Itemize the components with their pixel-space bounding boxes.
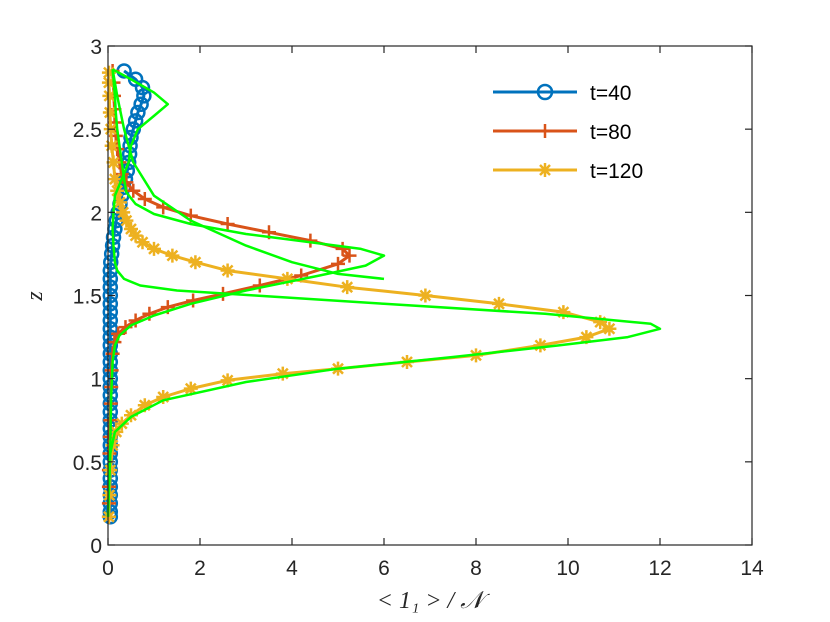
data-point xyxy=(102,271,119,287)
x-tick-label: 0 xyxy=(102,557,114,580)
data-point xyxy=(186,293,201,308)
legend-marker-t40 xyxy=(536,83,554,101)
data-point xyxy=(124,221,138,236)
data-point xyxy=(101,75,116,90)
y-tick-label: 1.5 xyxy=(73,286,102,309)
data-point xyxy=(156,389,171,404)
data-point xyxy=(102,287,119,304)
data-point xyxy=(220,263,235,278)
y-axis-label: z xyxy=(22,291,48,302)
data-point xyxy=(127,113,144,129)
data-point xyxy=(137,398,152,413)
data-point xyxy=(137,192,152,207)
data-point xyxy=(126,183,141,198)
data-point xyxy=(124,408,138,423)
data-point xyxy=(102,296,119,312)
x-tick-label: 10 xyxy=(556,557,579,580)
data-point xyxy=(342,248,357,263)
data-point xyxy=(602,321,617,336)
y-tick-label: 3 xyxy=(90,36,102,59)
data-point xyxy=(104,138,119,153)
series-fit-3 xyxy=(106,68,662,517)
x-tick-label: 14 xyxy=(740,557,764,580)
data-point xyxy=(556,305,571,320)
data-point xyxy=(130,104,146,121)
data-point xyxy=(593,315,608,330)
data-point xyxy=(188,255,203,270)
data-point xyxy=(165,248,180,263)
data-point xyxy=(106,155,121,170)
data-point xyxy=(220,373,235,388)
data-point xyxy=(102,105,117,120)
y-tick-label: 2 xyxy=(90,202,102,225)
data-point xyxy=(107,172,122,187)
data-point xyxy=(335,241,350,256)
series-fit-4 xyxy=(106,69,386,517)
x-tick-label: 12 xyxy=(648,557,671,580)
series-line xyxy=(111,69,385,281)
x-tick-label: 8 xyxy=(470,557,482,580)
y-tick-label: 0.5 xyxy=(73,452,102,475)
data-point xyxy=(102,312,119,329)
data-point xyxy=(280,271,295,286)
data-point xyxy=(103,246,120,262)
data-point xyxy=(103,254,119,270)
data-point xyxy=(128,228,143,243)
legend-marker-t120 xyxy=(538,163,552,177)
data-point xyxy=(102,321,119,337)
data-point xyxy=(133,96,149,112)
data-point xyxy=(418,288,433,303)
data-point xyxy=(102,304,119,320)
legend-label-t80: t=80 xyxy=(590,121,631,144)
data-point xyxy=(102,279,119,295)
x-tick-label: 4 xyxy=(286,557,298,580)
data-point xyxy=(102,337,119,354)
axis-layer: 0 2 4 6 8 10 12 14 0 0.5 1 1.5 2 2.5 3 xyxy=(73,36,764,580)
legend-label-t40: t=40 xyxy=(590,82,631,105)
series-line xyxy=(106,69,386,517)
y-tick-label: 0 xyxy=(90,535,102,558)
data-point xyxy=(119,213,134,228)
data-point xyxy=(340,280,355,295)
data-point xyxy=(135,235,150,250)
data-point xyxy=(275,366,290,381)
legend: t=40 t=80 t=120 xyxy=(493,82,643,183)
data-point xyxy=(331,256,345,271)
data-point xyxy=(112,195,127,210)
data-point xyxy=(114,416,129,431)
x-tick-label: 6 xyxy=(378,557,390,580)
data-point xyxy=(147,241,161,256)
data-point xyxy=(579,330,594,345)
data-point xyxy=(492,296,506,311)
y-tick-label: 1 xyxy=(90,369,102,392)
data-point xyxy=(101,65,116,80)
x-tick-label: 2 xyxy=(194,557,206,580)
series-fit-5 xyxy=(111,69,385,281)
series-layer xyxy=(101,63,662,525)
legend-label-t120: t=120 xyxy=(590,160,643,183)
x-axis-label: < 1₁ > / 𝒩 xyxy=(377,588,490,614)
data-point xyxy=(533,338,548,353)
data-point xyxy=(102,88,117,103)
series-line xyxy=(106,68,662,517)
data-point xyxy=(220,216,235,231)
data-point xyxy=(136,88,152,104)
y-tick-label: 2.5 xyxy=(73,119,102,142)
data-point xyxy=(116,205,131,220)
data-point xyxy=(183,381,198,396)
legend-marker-t80 xyxy=(538,124,552,138)
